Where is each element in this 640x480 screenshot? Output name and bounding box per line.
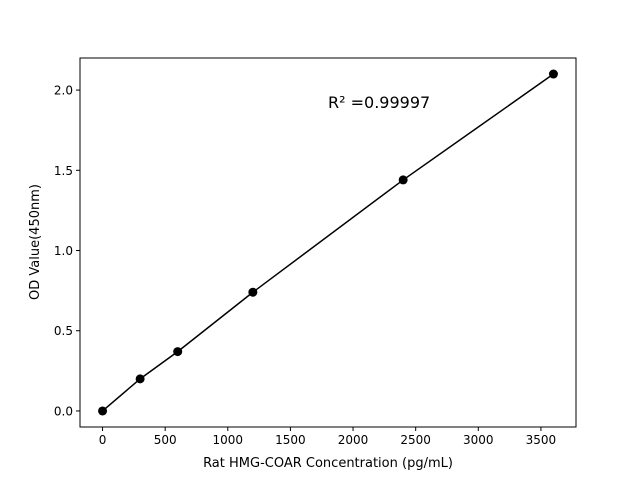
- x-tick-label: 2500: [400, 433, 431, 447]
- x-tick-label: 1000: [213, 433, 244, 447]
- x-tick-label: 3500: [526, 433, 557, 447]
- data-point: [398, 175, 408, 185]
- series-line: [102, 73, 554, 412]
- x-tick-label: 1500: [275, 433, 306, 447]
- data-point: [173, 347, 183, 357]
- r-squared-annotation: R² =0.99997: [328, 93, 430, 112]
- x-tick-label: 0: [99, 433, 107, 447]
- x-tick-label: 2000: [338, 433, 369, 447]
- data-point: [548, 69, 558, 79]
- x-tick-label: 500: [154, 433, 177, 447]
- data-point: [98, 406, 108, 416]
- y-axis-label: OD Value(450nm): [28, 184, 43, 300]
- data-point: [248, 287, 258, 297]
- y-tick-label: 1.5: [54, 164, 73, 178]
- x-axis-label: Rat HMG-COAR Concentration (pg/mL): [203, 456, 453, 471]
- y-tick-label: 0.5: [54, 324, 73, 338]
- y-tick-label: 0.0: [54, 404, 73, 418]
- x-tick-label: 3000: [463, 433, 494, 447]
- plot-frame: [79, 57, 577, 428]
- y-tick-label: 2.0: [54, 84, 73, 98]
- data-point: [135, 374, 145, 384]
- y-tick-label: 1.0: [54, 244, 73, 258]
